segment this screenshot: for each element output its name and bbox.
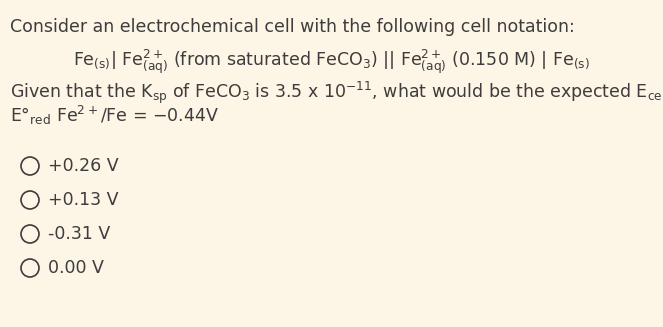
Text: E$\degree_{\mathregular{red}}$ Fe$^{\mathregular{2+}}$/Fe = $-$0.44V: E$\degree_{\mathregular{red}}$ Fe$^{\mat… xyxy=(10,104,219,127)
Text: 0.00 V: 0.00 V xyxy=(48,259,104,277)
Text: Consider an electrochemical cell with the following cell notation:: Consider an electrochemical cell with th… xyxy=(10,18,575,36)
Text: Fe$_{\mathregular{(s)}}$| Fe$^{\mathregular{2+}}_{\mathregular{(aq)}}$ (from sat: Fe$_{\mathregular{(s)}}$| Fe$^{\mathregu… xyxy=(72,48,589,76)
Text: -0.31 V: -0.31 V xyxy=(48,225,110,243)
Text: +0.26 V: +0.26 V xyxy=(48,157,119,175)
Text: Given that the K$_{\mathregular{sp}}$ of FeCO$_{\mathregular{3}}$ is 3.5 x 10$^{: Given that the K$_{\mathregular{sp}}$ of… xyxy=(10,80,663,106)
Text: +0.13 V: +0.13 V xyxy=(48,191,119,209)
